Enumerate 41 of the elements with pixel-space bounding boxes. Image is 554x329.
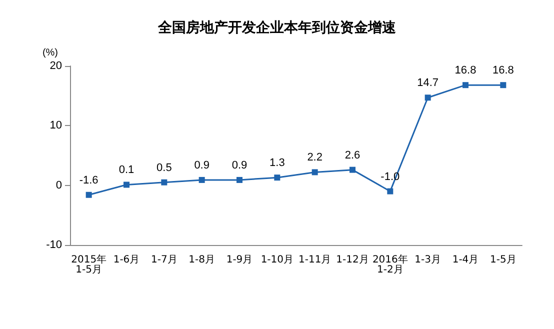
data-label: 2.2: [307, 152, 322, 164]
point: [500, 82, 506, 88]
point: [124, 182, 130, 188]
point: [350, 166, 356, 173]
data-label: 14.7: [417, 77, 439, 90]
point: [312, 169, 318, 176]
y-tick-label: 20: [50, 60, 62, 72]
x-tick-label: 1-4月: [452, 254, 479, 266]
x-tick-label: 1-7月: [150, 254, 178, 266]
x-tick-label: 1-11月: [298, 254, 332, 266]
data-label: 1.3: [270, 157, 285, 170]
y-tick-label: 0: [56, 179, 62, 192]
point: [274, 174, 280, 181]
chart-title: 全国房地产开发企业本年到位资金增速: [157, 19, 397, 36]
data-label: 0.5: [156, 162, 172, 174]
x-tick-label: 2015年 1-5月: [71, 254, 107, 276]
y-axis-title: (%): [42, 48, 58, 58]
point: [236, 176, 242, 183]
point: [198, 176, 205, 183]
point: [424, 94, 431, 101]
x-tick-label: 1-10月: [260, 254, 294, 266]
data-label: 16.8: [454, 64, 476, 77]
data-label: 16.8: [492, 64, 514, 77]
point: [462, 82, 468, 88]
point: [161, 179, 168, 186]
x-tick-label: 1-5月: [490, 254, 516, 266]
x-tick-label: 1-3月: [414, 254, 442, 266]
y-tick-label: -10: [46, 239, 62, 251]
x-tick-label: 1-6月: [113, 254, 140, 266]
data-label: 0.9: [232, 159, 248, 172]
data-label: 0.9: [194, 159, 210, 172]
point: [387, 188, 394, 194]
x-tick-label: 1-8月: [188, 254, 216, 266]
data-label: -1.6: [79, 174, 98, 186]
y-tick-label: 10: [50, 120, 62, 132]
data-label: 2.6: [344, 149, 360, 162]
point: [86, 192, 92, 198]
data-label: 0.1: [118, 164, 134, 176]
x-tick-label: 2016年 1-2月: [372, 254, 408, 276]
x-tick-label: 1-9月: [226, 254, 253, 266]
x-tick-label: 1-12月: [336, 254, 369, 266]
